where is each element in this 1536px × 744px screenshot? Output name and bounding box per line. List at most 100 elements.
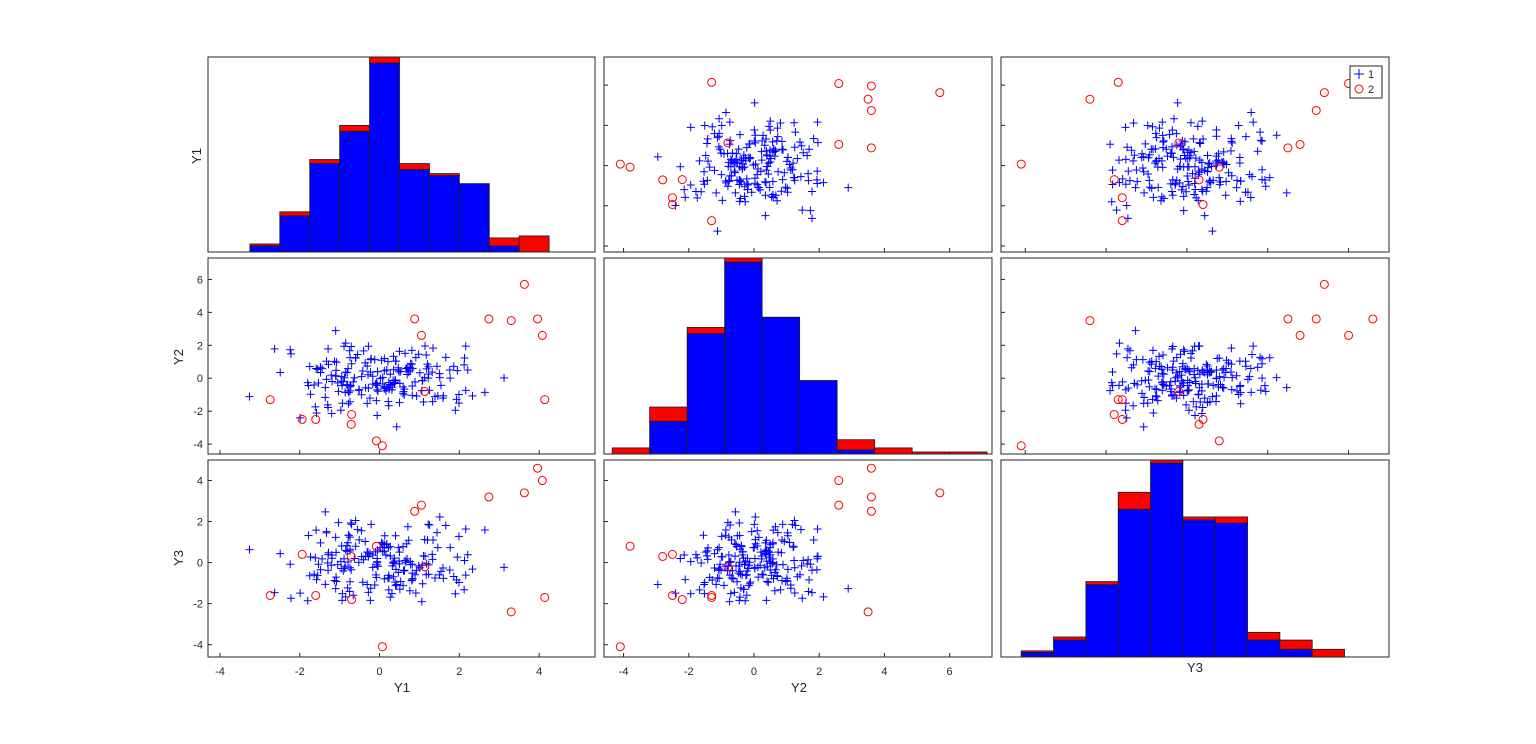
point-group-1 [401, 558, 410, 567]
point-group-1 [380, 547, 389, 556]
point-group-1 [710, 563, 719, 572]
x-tick-label: -4 [215, 666, 225, 678]
point-group-1 [396, 577, 405, 586]
axis-labels: Y1 Y2 Y3 Y1 Y2 Y3 [171, 148, 1203, 695]
point-group-1 [1249, 342, 1258, 351]
point-group-1 [776, 118, 785, 127]
point-group-1 [1212, 125, 1221, 134]
point-group-1 [346, 518, 355, 527]
point-group-1 [1159, 351, 1168, 360]
point-group-1 [361, 537, 370, 546]
point-group-2 [1295, 330, 1305, 340]
point-group-1 [1202, 187, 1211, 196]
point-group-2 [1117, 216, 1127, 226]
point-group-1 [777, 187, 786, 196]
x-tick-label: -2 [684, 666, 694, 678]
point-group-1 [781, 183, 790, 192]
point-group-1 [747, 188, 756, 197]
point-group-1 [1115, 339, 1124, 348]
point-group-1 [808, 588, 817, 597]
point-group-1 [331, 326, 340, 335]
point-group-1 [1253, 363, 1262, 372]
point-group-1 [671, 201, 680, 210]
point-group-1 [428, 555, 437, 564]
point-group-1 [460, 353, 469, 362]
point-group-1 [346, 397, 355, 406]
point-group-1 [286, 349, 295, 358]
point-group-2 [265, 395, 275, 405]
point-group-1 [725, 597, 734, 606]
point-group-1 [1203, 380, 1212, 388]
point-group-1 [686, 589, 695, 598]
point-group-1 [750, 564, 759, 573]
point-group-1 [765, 183, 774, 192]
point-group-1 [384, 571, 393, 580]
point-group-1 [1172, 129, 1181, 138]
y-tick-label: 2 [197, 517, 203, 529]
point-group-1 [1112, 206, 1121, 215]
point-group-1 [756, 167, 765, 176]
point-group-1 [716, 560, 725, 569]
point-group-1 [1220, 373, 1229, 382]
point-group-1 [745, 558, 754, 567]
point-group-1 [386, 552, 395, 561]
point-group-1 [813, 554, 822, 563]
point-group-2 [1109, 409, 1119, 419]
point-group-1 [433, 543, 442, 552]
point-group-1 [324, 548, 333, 557]
point-group-1 [461, 342, 470, 351]
point-group-1 [783, 188, 792, 197]
point-group-1 [351, 542, 360, 551]
point-group-1 [1232, 371, 1241, 380]
x-tick-label: 0 [751, 666, 757, 678]
point-group-1 [717, 170, 726, 179]
point-group-1 [310, 570, 319, 579]
point-group-1 [766, 117, 775, 126]
point-group-1 [1152, 392, 1161, 401]
point-group-1 [1222, 356, 1231, 365]
point-group-2 [416, 500, 426, 510]
point-group-1 [344, 531, 353, 540]
histogram-bar-group-2 [1247, 631, 1281, 641]
point-group-1 [384, 397, 393, 406]
point-group-1 [764, 170, 773, 178]
point-group-1 [1191, 411, 1199, 420]
point-group-2 [723, 138, 733, 148]
legend-label-group-1: 1 [1368, 69, 1374, 81]
y-tick-label: -4 [193, 640, 203, 652]
point-group-1 [1166, 179, 1175, 188]
histogram-border [1000, 459, 1390, 658]
point-group-1 [1245, 170, 1254, 179]
point-group-1 [276, 549, 285, 558]
x-tick-label: 2 [816, 666, 822, 678]
histogram-bar-group-1 [429, 175, 460, 253]
point-group-2 [377, 642, 387, 652]
point-group-1 [415, 368, 424, 377]
point-group-1 [793, 572, 802, 581]
point-group-1 [312, 575, 321, 584]
point-group-1 [773, 124, 782, 133]
point-group-1 [1133, 177, 1142, 186]
point-group-1 [710, 166, 719, 175]
point-group-1 [364, 342, 373, 351]
point-group-1 [1183, 172, 1192, 181]
point-group-1 [1194, 390, 1203, 399]
point-group-1 [680, 551, 689, 560]
histogram-bar-group-1 [1279, 648, 1313, 658]
point-group-1 [340, 373, 349, 382]
point-group-1 [449, 572, 458, 581]
point-group-1 [803, 151, 812, 160]
point-group-1 [355, 535, 364, 544]
point-group-2 [1174, 386, 1184, 396]
point-group-1 [695, 156, 704, 165]
point-group-1 [703, 176, 712, 185]
point-group-2 [1109, 175, 1119, 185]
point-group-1 [1182, 187, 1191, 196]
point-group-1 [1256, 386, 1265, 395]
point-group-1 [322, 528, 331, 537]
point-group-1 [762, 596, 771, 605]
point-group-1 [1246, 364, 1255, 373]
point-group-1 [366, 596, 375, 605]
point-group-1 [1144, 366, 1153, 375]
point-group-1 [423, 536, 432, 545]
